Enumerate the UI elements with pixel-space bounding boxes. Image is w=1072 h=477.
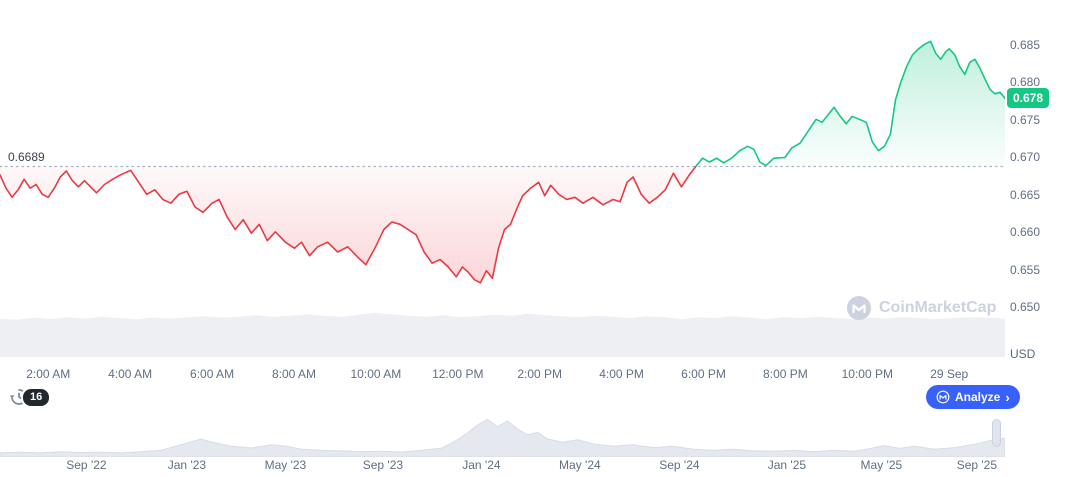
- date-tick-label: Jan '25: [767, 458, 807, 472]
- x-tick-label: 2:00 AM: [26, 367, 71, 381]
- date-tick-label: Sep '24: [659, 458, 700, 472]
- x-tick-label: 6:00 PM: [681, 367, 726, 381]
- analyze-button[interactable]: Analyze ›: [926, 385, 1020, 409]
- y-tick-label: 0.665: [1010, 187, 1041, 202]
- x-tick-label: 2:00 PM: [517, 367, 563, 381]
- volume-series: [0, 312, 1005, 357]
- x-tick-label: 6:00 AM: [190, 367, 235, 381]
- x-tick-label: 8:00 AM: [271, 367, 316, 381]
- x-tick-label: 29 Sep: [930, 367, 969, 381]
- coinmarketcap-logo-icon: [847, 296, 871, 320]
- x-tick-label: 8:00 PM: [763, 367, 808, 381]
- x-tick-label: 4:00 PM: [599, 367, 644, 381]
- range-navigator[interactable]: [0, 412, 1005, 457]
- analyze-label: Analyze: [955, 390, 1001, 404]
- red-area-fill: [0, 166, 1005, 283]
- date-tick-label: May '24: [559, 458, 601, 472]
- x-tick-label: 4:00 AM: [108, 367, 153, 381]
- date-tick-label: Sep '25: [956, 458, 998, 472]
- y-tick-label: 0.675: [1010, 112, 1041, 127]
- y-tick-label: 0.685: [1010, 37, 1041, 52]
- y-tick-label: 0.655: [1010, 262, 1041, 277]
- chevron-right-icon: ›: [1005, 389, 1010, 405]
- history-count-badge: 16: [21, 387, 52, 409]
- history-overview-chart[interactable]: [0, 412, 1005, 457]
- current-price-badge: 0.678: [1007, 88, 1050, 109]
- date-tick-label: Jan '24: [462, 458, 501, 472]
- y-tick-label: 0.670: [1010, 150, 1041, 165]
- x-tick-label: 12:00 PM: [432, 367, 484, 381]
- coinmarketcap-logo-icon: [936, 390, 950, 404]
- price-line-red: [0, 166, 766, 284]
- date-tick-label: Sep '23: [362, 458, 404, 472]
- x-tick-label: 10:00 AM: [350, 367, 402, 381]
- green-area-fill: [0, 41, 1005, 167]
- baseline-price-label: 0.6689: [8, 149, 45, 164]
- price-line-green: [694, 40, 1005, 167]
- navigator-area: [0, 418, 1005, 457]
- price-line-chart[interactable]: [0, 0, 1005, 360]
- coinmarketcap-watermark: CoinMarketCap: [846, 295, 996, 321]
- date-tick-label: May '23: [264, 458, 307, 472]
- history-button[interactable]: 16: [8, 386, 60, 412]
- y-tick-label: 0.660: [1010, 225, 1041, 240]
- x-tick-label: 10:00 PM: [841, 367, 893, 381]
- date-tick-label: May '25: [860, 458, 903, 472]
- date-tick-label: Jan '23: [167, 458, 207, 472]
- watermark-text: CoinMarketCap: [879, 299, 997, 316]
- navigator-scroll-handle[interactable]: [992, 419, 1001, 447]
- currency-unit-label: USD: [1010, 347, 1036, 361]
- y-tick-label: 0.650: [1010, 300, 1041, 315]
- date-tick-label: Sep '22: [66, 458, 107, 472]
- y-tick-label: 0.680: [1010, 75, 1041, 90]
